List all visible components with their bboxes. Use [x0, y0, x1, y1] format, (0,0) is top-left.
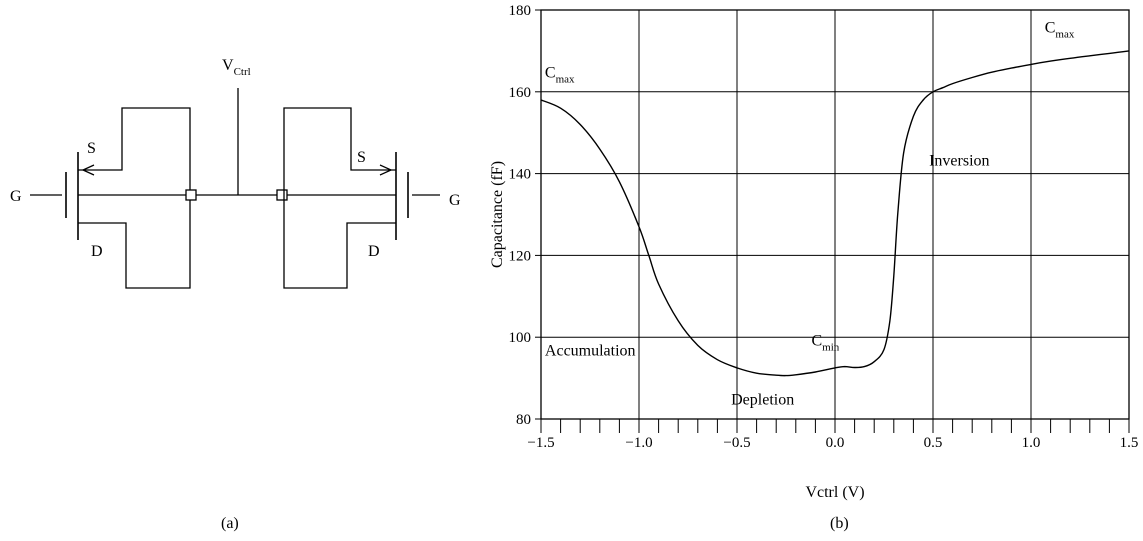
x-tick-label: −1.0	[625, 435, 652, 451]
annotation-cmin: Cmin	[811, 332, 839, 353]
x-tick-label: −1.5	[527, 435, 554, 451]
y-tick-label: 100	[509, 330, 532, 346]
x-tick-label: 1.0	[1022, 435, 1041, 451]
annotation-depletion: Depletion	[731, 392, 794, 409]
right-transistor-body	[283, 107, 396, 289]
circuit-labels: G G S S D D VCtrl	[10, 57, 461, 260]
left-gate-label: G	[10, 188, 22, 205]
right-junction-square	[276, 189, 288, 201]
annotation-accumulation: Accumulation	[545, 343, 636, 360]
y-tick-label: 160	[509, 85, 532, 101]
y-tick-label: 180	[509, 3, 532, 19]
right-gate-label: G	[449, 192, 461, 209]
vctrl-label: VCtrl	[222, 57, 251, 78]
annotation-cmax: Cmax	[545, 64, 575, 85]
y-tick-label: 80	[516, 412, 531, 428]
y-tick-label: 140	[509, 167, 532, 183]
left-junction-square	[185, 189, 197, 201]
circuit-diagram	[30, 88, 440, 289]
panel-a-caption: (a)	[221, 515, 239, 532]
x-tick-label: −0.5	[723, 435, 750, 451]
right-source-label: S	[357, 149, 366, 166]
right-drain-label: D	[368, 243, 380, 260]
y-axis-label: Capacitance (fF)	[489, 161, 506, 268]
annotation-cmax: Cmax	[1045, 19, 1075, 40]
left-transistor-body	[78, 107, 191, 289]
right-source-arrow	[379, 164, 393, 176]
left-drain-label: D	[91, 243, 103, 260]
y-tick-label: 120	[509, 248, 532, 264]
left-source-arrow	[81, 164, 95, 176]
annotation-inversion: Inversion	[929, 152, 989, 169]
capacitance-curve	[540, 50, 1130, 377]
x-tick-label: 0.5	[924, 435, 943, 451]
cv-chart: −1.5 −1.0 −0.5 0.0 0.5 1.0 1.5 80 100 120 140 160 18…	[489, 3, 1138, 501]
x-tick-label: 1.5	[1120, 435, 1139, 451]
left-source-label: S	[87, 140, 96, 157]
x-axis-label: Vctrl (V)	[805, 484, 864, 501]
panel-b-caption: (b)	[830, 515, 849, 532]
x-tick-label: 0.0	[826, 435, 845, 451]
